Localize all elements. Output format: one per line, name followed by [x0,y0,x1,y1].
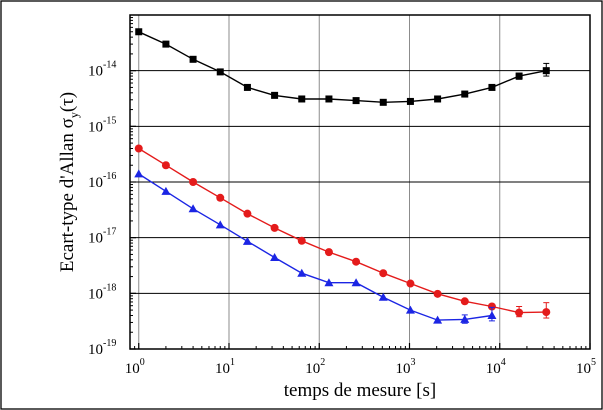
data-point [215,220,225,229]
data-point [487,310,497,319]
data-point [460,297,469,306]
data-point [351,278,361,287]
data-point [378,292,388,301]
y-tick-exponent: -18 [103,282,116,293]
x-tick-exponent: 5 [591,357,596,368]
data-point [324,278,334,287]
y-axis-label-tail: (τ) [57,92,78,112]
y-tick-exponent: -14 [103,60,116,71]
data-point [243,209,252,218]
data-point [325,95,333,103]
data-point [352,257,361,266]
series-line [138,31,547,104]
data-point [188,204,198,213]
series-layer [134,28,551,324]
data-point [352,97,360,105]
data-point [162,40,170,48]
data-point [134,144,143,153]
data-point [297,236,306,245]
data-point [379,98,387,106]
x-tick-exponent: 4 [501,357,506,368]
y-tick-exponent: -19 [103,338,116,349]
x-tick-exponent: 2 [320,357,325,368]
y-tick-exponent: -15 [103,115,116,126]
data-point [405,305,415,314]
x-tick-label: 104 [486,357,506,377]
y-axis-label-sub: y [67,112,81,118]
axis-labels: temps de mesure [s] Ecart-type d'Allan σ… [57,92,436,401]
data-point [515,308,524,317]
data-point [297,268,307,277]
data-point [298,95,306,103]
data-point [379,269,388,278]
data-point [161,186,171,195]
x-tick-label: 102 [305,357,325,377]
series-square [135,28,550,106]
x-tick-label: 103 [395,357,415,377]
series-circle [134,144,551,319]
data-point [242,236,252,245]
y-tick-exponent: -16 [103,171,116,182]
data-point [487,302,496,311]
data-point [270,223,279,232]
data-point [189,178,198,186]
data-point [161,161,170,170]
y-tick-exponent: -17 [103,227,116,238]
data-point [216,68,224,76]
data-point [216,193,225,202]
data-point [433,315,443,324]
data-point [406,279,415,288]
x-tick-exponent: 1 [230,357,235,368]
data-point [243,83,251,91]
data-point [515,72,523,80]
data-point [434,95,442,103]
grid [130,15,590,349]
series-line [138,147,547,314]
y-axis-label: Ecart-type d'Allan σy(τ) [57,92,81,272]
data-point [461,90,469,98]
x-axis-label: temps de mesure [s] [284,380,436,401]
data-point [189,55,197,63]
data-point [271,91,279,99]
x-tick-exponent: 0 [140,357,145,368]
data-point [134,169,144,178]
data-point [542,308,551,317]
y-axis-label-main: Ecart-type d'Allan σ [57,118,78,272]
data-point [406,97,414,105]
data-point [135,28,143,36]
data-point [488,83,496,91]
x-tick-label: 101 [215,357,235,377]
ticks: 100 101 102 103 104 10510-1910-1810-1710-1610… [88,17,596,377]
x-tick-label: 100 [125,357,145,377]
x-tick-exponent: 3 [410,357,415,368]
series-triangle [134,169,497,324]
data-point [542,67,550,75]
data-point [460,314,470,323]
series-line [138,173,492,321]
data-point [433,289,442,298]
data-point [324,248,333,257]
data-point [270,253,280,262]
